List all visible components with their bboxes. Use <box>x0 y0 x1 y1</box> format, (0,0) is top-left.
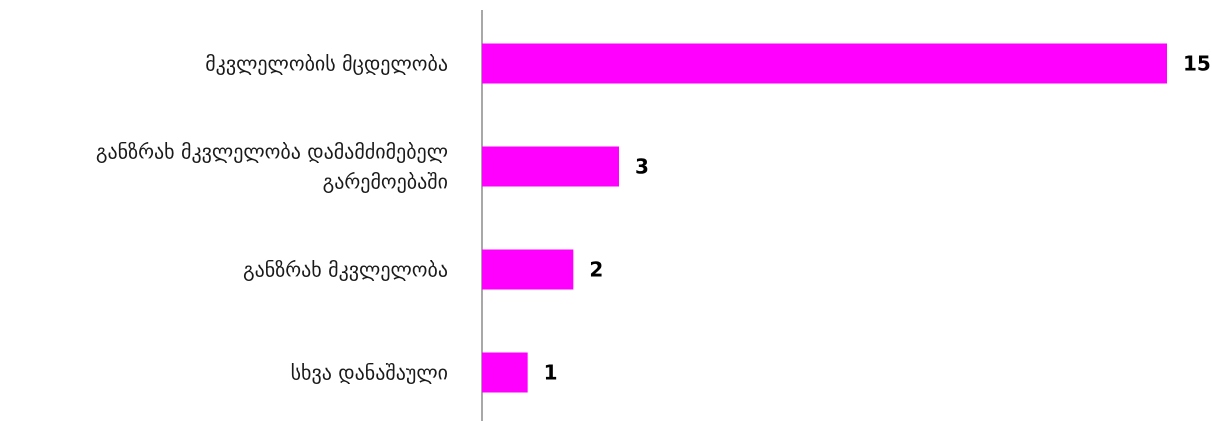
bar <box>482 352 528 393</box>
value-labels-group: 15 3 2 1 <box>544 52 1211 385</box>
bar-value-label: 2 <box>589 258 603 282</box>
category-labels-group: მკვლელობის მცდელობა განზრახ მკვლელობა დამ… <box>96 52 448 385</box>
bar <box>482 146 619 187</box>
category-label: განზრახ მკვლელობა <box>243 258 448 282</box>
bar <box>482 43 1167 84</box>
bar-value-label: 1 <box>544 361 558 385</box>
bar-value-label: 3 <box>635 155 649 179</box>
category-label: განზრახ მკვლელობა დამამძიმებელ <box>96 140 448 164</box>
bar-value-label: 15 <box>1183 52 1211 76</box>
bars-group <box>482 43 1167 393</box>
category-label: გარემოებაში <box>323 170 448 194</box>
category-label: სხვა დანაშაული <box>291 361 448 385</box>
bar <box>482 249 574 290</box>
category-label: მკვლელობის მცდელობა <box>205 52 448 76</box>
